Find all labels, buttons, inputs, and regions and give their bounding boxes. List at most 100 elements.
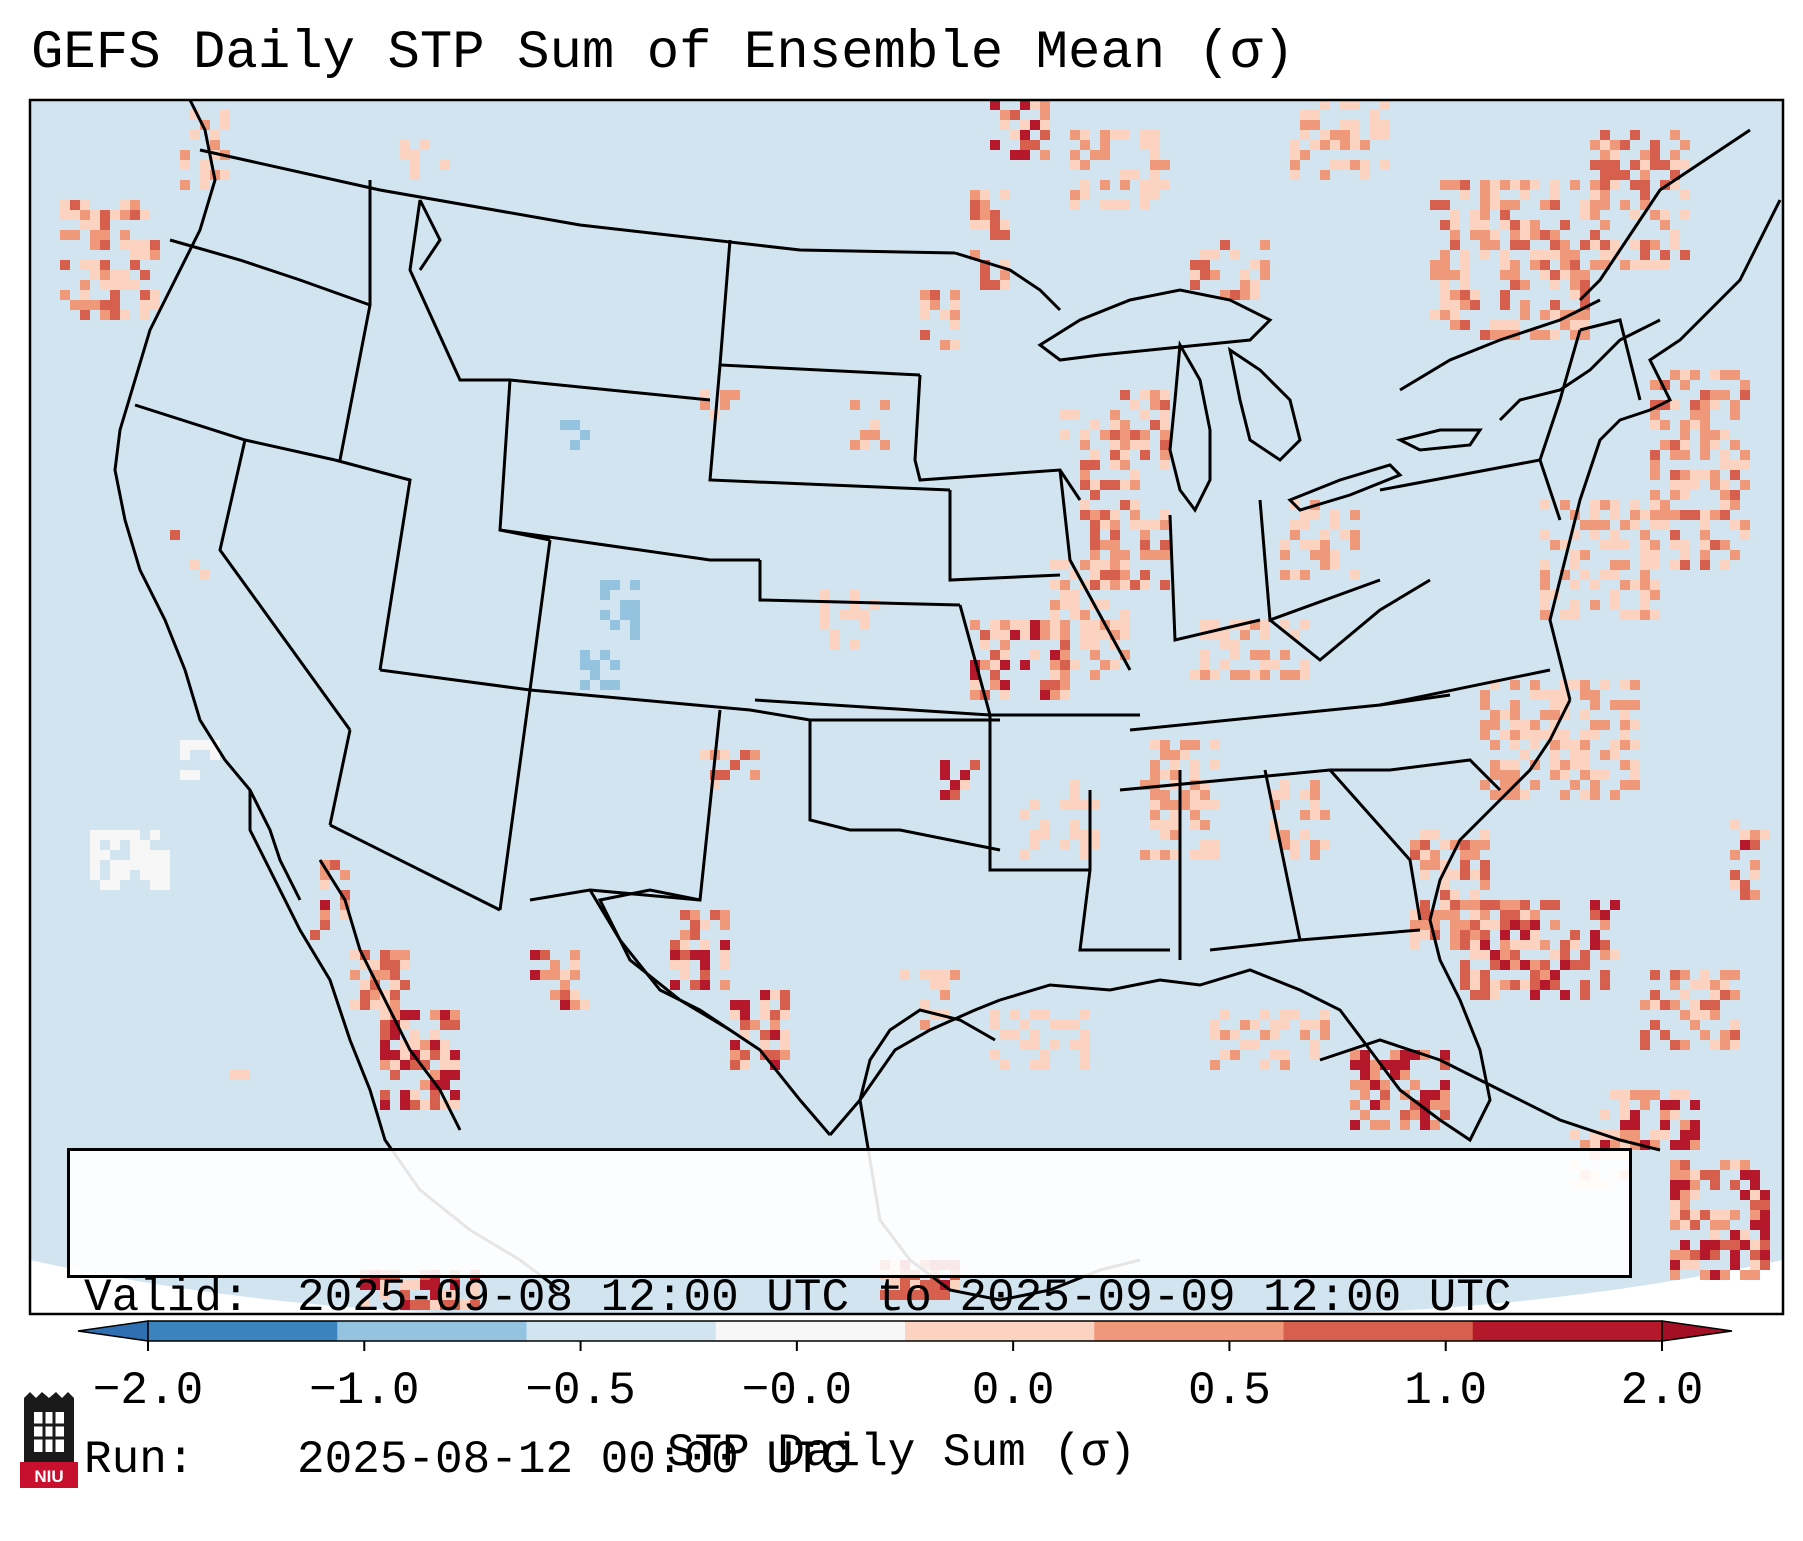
anomaly-cell	[1410, 1100, 1420, 1110]
anomaly-cell	[1310, 110, 1320, 120]
anomaly-cell	[1690, 1220, 1700, 1230]
anomaly-cell	[1120, 390, 1130, 400]
anomaly-cell	[1020, 120, 1030, 130]
anomaly-cell	[140, 850, 150, 860]
anomaly-cell	[1190, 280, 1200, 290]
anomaly-cell	[1600, 680, 1610, 690]
anomaly-cell	[1440, 910, 1450, 920]
anomaly-cell	[400, 950, 410, 960]
anomaly-cell	[1020, 100, 1030, 110]
anomaly-cell	[1220, 630, 1230, 640]
anomaly-cell	[1290, 850, 1300, 860]
anomaly-cell	[720, 950, 730, 960]
anomaly-cell	[380, 1060, 390, 1070]
anomaly-cell	[1250, 1020, 1260, 1030]
anomaly-cell	[1530, 680, 1540, 690]
anomaly-cell	[1520, 920, 1530, 930]
anomaly-cell	[1160, 550, 1170, 560]
anomaly-cell	[1080, 130, 1090, 140]
anomaly-cell	[850, 610, 860, 620]
anomaly-cell	[1750, 1250, 1760, 1260]
anomaly-cell	[1720, 490, 1730, 500]
anomaly-cell	[1440, 1090, 1450, 1100]
anomaly-cell	[1330, 510, 1340, 520]
anomaly-cell	[770, 990, 780, 1000]
in-oh	[1168, 514, 1261, 642]
anomaly-cell	[180, 180, 190, 190]
anomaly-cell	[130, 850, 140, 860]
anomaly-cell	[1680, 440, 1690, 450]
anomaly-cell	[450, 1070, 460, 1080]
anomaly-cell	[1530, 990, 1540, 1000]
anomaly-cell	[1460, 940, 1470, 950]
anomaly-cell	[1680, 1200, 1690, 1210]
anomaly-cell	[1450, 180, 1460, 190]
anomaly-cell	[1570, 1130, 1580, 1140]
anomaly-cell	[1540, 500, 1550, 510]
anomaly-cell	[1560, 770, 1570, 780]
anomaly-cell	[1480, 950, 1490, 960]
anomaly-cell	[1720, 1160, 1730, 1170]
anomaly-cell	[1650, 210, 1660, 220]
anomaly-cell	[1750, 860, 1760, 870]
anomaly-cell	[1630, 780, 1640, 790]
anomaly-cell	[1360, 1070, 1370, 1080]
anomaly-cell	[1350, 1060, 1360, 1070]
anomaly-cell	[1730, 820, 1740, 830]
anomaly-cell	[1640, 540, 1650, 550]
anomaly-cell	[1750, 1190, 1760, 1200]
anomaly-cell	[920, 290, 930, 300]
anomaly-cell	[1530, 940, 1540, 950]
anomaly-cell	[1210, 620, 1220, 630]
anomaly-cell	[380, 1100, 390, 1110]
anomaly-cell	[1650, 550, 1660, 560]
valid-label: Valid:	[84, 1272, 250, 1324]
anomaly-cell	[890, 1290, 900, 1300]
anomaly-cell	[1100, 520, 1110, 530]
anomaly-cell	[1200, 840, 1210, 850]
anomaly-cell	[1130, 480, 1140, 490]
anomaly-cell	[1090, 510, 1100, 520]
anomaly-cell	[1670, 480, 1680, 490]
anomaly-cell	[1400, 1050, 1410, 1060]
anomaly-cell	[990, 1010, 1000, 1020]
anomaly-cell	[1040, 820, 1050, 830]
anomaly-cell	[1550, 950, 1560, 960]
anomaly-cell	[1300, 150, 1310, 160]
anomaly-cell	[200, 740, 210, 750]
anomaly-cell	[1110, 560, 1120, 570]
anomaly-cell	[1500, 930, 1510, 940]
anomaly-cell	[150, 880, 160, 890]
colorbar-tick-label: −2.0	[92, 1365, 204, 1417]
anomaly-cell	[1120, 570, 1130, 580]
anomaly-cell	[970, 670, 980, 680]
anomaly-cell	[1470, 900, 1480, 910]
anomaly-cell	[1710, 540, 1720, 550]
anomaly-cell	[1120, 420, 1130, 430]
anomaly-cell	[1460, 840, 1470, 850]
anomaly-cell	[1080, 630, 1090, 640]
colorbar-tick-label: −0.0	[741, 1365, 853, 1417]
anomaly-cell	[750, 1020, 760, 1030]
anomaly-cell	[70, 210, 80, 220]
anomaly-cell	[1150, 760, 1160, 770]
anomaly-cell	[1210, 630, 1220, 640]
anomaly-cell	[360, 950, 370, 960]
anomaly-cell	[120, 200, 130, 210]
anomaly-cell	[1530, 780, 1540, 790]
anomaly-cell	[1580, 770, 1590, 780]
anomaly-cell	[670, 950, 680, 960]
validity-info-box: Valid: 2025-09-08 12:00 UTC to 2025-09-0…	[67, 1148, 1632, 1486]
anomaly-cell	[1590, 580, 1600, 590]
anomaly-cell	[120, 230, 130, 240]
anomaly-cell	[1530, 250, 1540, 260]
anomaly-cell	[1700, 970, 1710, 980]
anomaly-cell	[1080, 1010, 1090, 1020]
gulf-coast	[999, 699, 1572, 1143]
anomaly-cell	[1680, 450, 1690, 460]
anomaly-cell	[1110, 200, 1120, 210]
anomaly-cell	[1560, 940, 1570, 950]
anomaly-cell	[1450, 900, 1460, 910]
anomaly-cell	[1040, 1060, 1050, 1070]
anomaly-cell	[470, 1280, 480, 1290]
